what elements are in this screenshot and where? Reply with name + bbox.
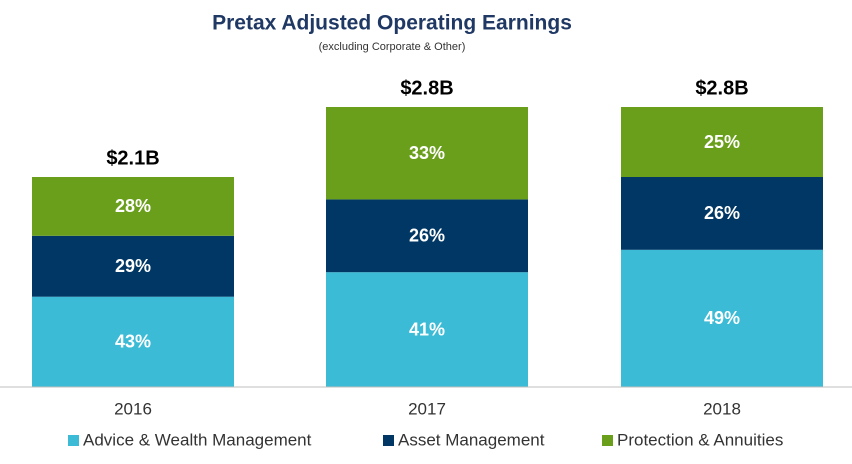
bar-segment <box>621 107 823 177</box>
data-label: 25% <box>704 132 740 152</box>
x-tick-label: 2016 <box>114 399 152 418</box>
legend-label: Protection & Annuities <box>617 430 783 449</box>
legend-label: Advice & Wealth Management <box>83 430 312 449</box>
bar-segment <box>32 296 234 387</box>
legend-label: Asset Management <box>398 430 545 449</box>
bar-segment <box>326 272 528 387</box>
bar-segment <box>621 177 823 250</box>
legend-swatch <box>68 435 79 446</box>
bar-segment <box>326 107 528 200</box>
data-label: 29% <box>115 256 151 276</box>
data-label: 28% <box>115 196 151 216</box>
legend-swatch <box>602 435 613 446</box>
chart-subtitle: (excluding Corporate & Other) <box>319 41 466 53</box>
total-label: $2.8B <box>400 77 453 99</box>
bar-segment <box>326 199 528 273</box>
chart-title: Pretax Adjusted Operating Earnings <box>212 12 572 35</box>
data-label: 26% <box>704 203 740 223</box>
total-label: $2.1B <box>106 147 159 169</box>
total-label: $2.8B <box>695 77 748 99</box>
bar-segment <box>621 249 823 387</box>
x-tick-label: 2017 <box>408 399 446 418</box>
data-label: 26% <box>409 226 445 246</box>
data-label: 41% <box>409 319 445 339</box>
data-label: 49% <box>704 308 740 328</box>
data-label: 43% <box>115 332 151 352</box>
data-label: 33% <box>409 143 445 163</box>
bar-segment <box>32 235 234 297</box>
bar-segment <box>32 177 234 236</box>
legend-swatch <box>383 435 394 446</box>
x-tick-label: 2018 <box>703 399 741 418</box>
